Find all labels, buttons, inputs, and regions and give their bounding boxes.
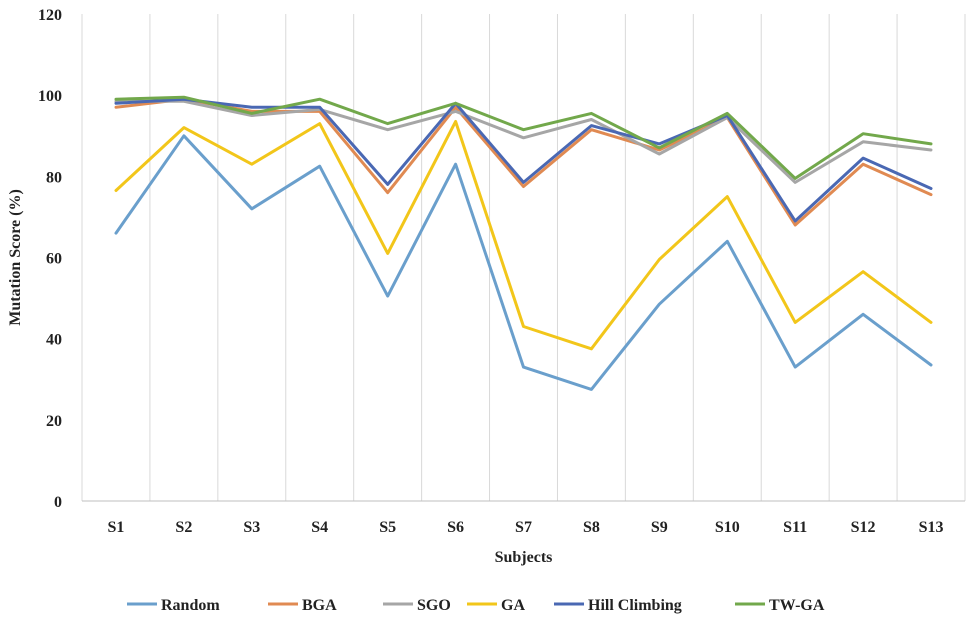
legend-label-hill-climbing: Hill Climbing [588, 597, 682, 614]
x-tick-label: S7 [515, 519, 532, 536]
x-axis-title: Subjects [495, 549, 553, 566]
y-tick-label: 120 [38, 7, 62, 24]
x-tick-label: S1 [108, 519, 125, 536]
y-tick-label: 20 [46, 413, 62, 430]
series-line-bga [114, 97, 933, 227]
y-tick-label: 80 [46, 169, 62, 186]
x-tick-label: S9 [651, 519, 668, 536]
y-tick-label: 100 [38, 88, 62, 105]
series-lines [114, 95, 933, 391]
y-tick-label: 0 [54, 494, 62, 511]
x-tick-label: S6 [447, 519, 464, 536]
series-line-hill-climbing [114, 97, 933, 223]
legend-label-bga: BGA [302, 597, 337, 614]
legend-label-tw-ga: TW-GA [769, 597, 825, 614]
x-tick-label: S4 [311, 519, 328, 536]
x-tick-label: S5 [379, 519, 396, 536]
series-line-ga [114, 120, 933, 351]
x-tick-label: S11 [783, 519, 807, 536]
legend: Random BGA SGO GA Hill Climbing TW-GA [127, 597, 825, 614]
legend-label-random: Random [161, 597, 220, 614]
legend-label-ga: GA [501, 597, 525, 614]
x-tick-label: S13 [919, 519, 944, 536]
series-line-random [114, 134, 933, 391]
x-tick-label: S8 [583, 519, 600, 536]
x-tick-label: S3 [243, 519, 260, 536]
legend-label-sgo: SGO [417, 597, 451, 614]
y-tick-label: 40 [46, 332, 62, 349]
x-axis-ticks: S1 S2 S3 S4 S5 S6 S7 S8 S9 S10 S11 S12 S13 [108, 519, 944, 536]
y-axis-title: Mutation Score (%) [7, 189, 24, 326]
x-tick-label: S2 [175, 519, 192, 536]
series-line-sgo [114, 99, 933, 184]
x-tick-label: S10 [715, 519, 740, 536]
x-tick-label: S12 [851, 519, 876, 536]
series-line-tw-ga [114, 95, 933, 180]
y-tick-label: 60 [46, 251, 62, 268]
y-axis-ticks: 0 20 40 60 80 100 120 [38, 7, 62, 511]
gridlines [81, 14, 966, 501]
